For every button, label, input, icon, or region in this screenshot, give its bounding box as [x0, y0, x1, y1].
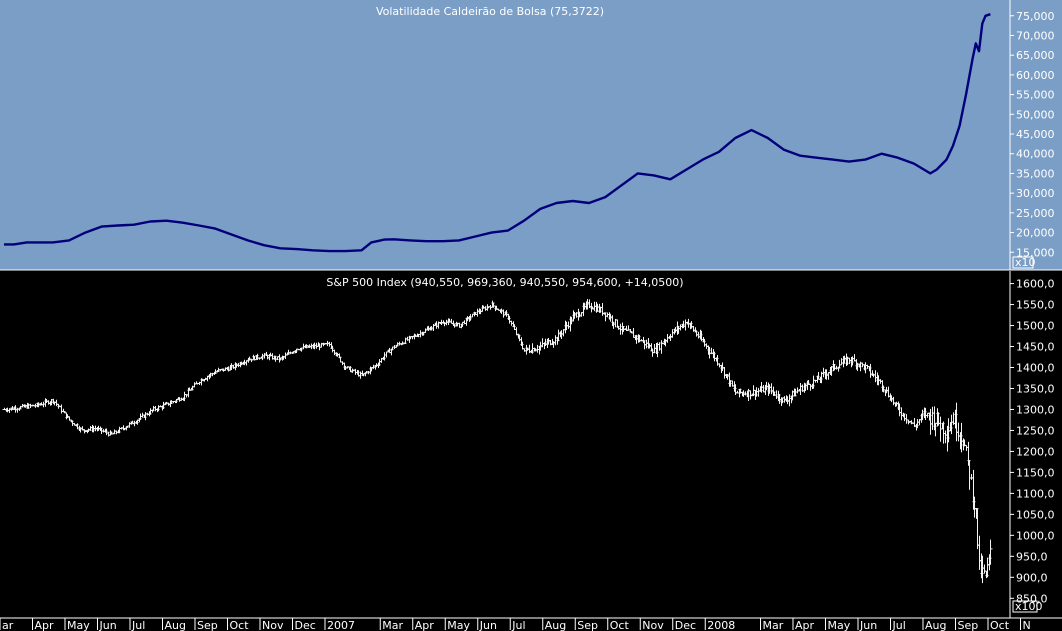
volatility-y-tick-label: 75,000: [1016, 10, 1055, 23]
volatility-y-tick-label: 50,000: [1016, 108, 1055, 121]
sp500-y-tick-label: 1250,0: [1016, 424, 1055, 437]
volatility-y-tick-label: 25,000: [1016, 207, 1055, 220]
volatility-y-tick-label: 60,000: [1016, 69, 1055, 82]
volatility-y-tick-label: 30,000: [1016, 187, 1055, 200]
x-axis-tick-label: 2007: [327, 619, 355, 631]
x-axis-tick-label: Nov: [642, 619, 664, 631]
volatility-scale-badge: x10: [1015, 256, 1036, 269]
x-axis-tick-label: Jun: [859, 619, 877, 631]
sp500-scale-badge-box: [1012, 600, 1038, 613]
sp500-y-tick-label: 1200,0: [1016, 445, 1055, 458]
sp500-y-tick-label: 1000,0: [1016, 529, 1055, 542]
volatility-panel-background: [0, 0, 1062, 270]
x-axis-tick-label: Sep: [197, 619, 218, 631]
sp500-y-tick-label: 1350,0: [1016, 382, 1055, 395]
x-axis-tick-label: Aug: [925, 619, 946, 631]
volatility-y-tick-label: 40,000: [1016, 148, 1055, 161]
x-axis-tick-label: Mar: [763, 619, 784, 631]
volatility-chart-title: Volatilidade Caldeirão de Bolsa (75,3722…: [376, 5, 604, 18]
x-axis-tick-label: Oct: [990, 619, 1010, 631]
x-axis-tick-label: Jul: [511, 619, 525, 631]
x-axis-tick-label: May: [828, 619, 851, 631]
x-axis-tick-label: Dec: [675, 619, 696, 631]
sp500-y-tick-label: 1050,0: [1016, 508, 1055, 521]
x-axis-tick-label: May: [447, 619, 470, 631]
x-axis-tick-label: Apr: [35, 619, 55, 631]
sp500-chart-title: S&P 500 Index (940,550, 969,360, 940,550…: [326, 276, 683, 289]
sp500-y-tick-label: 1300,0: [1016, 403, 1055, 416]
x-axis-tick-label: Dec: [295, 619, 316, 631]
volatility-y-axis: 15,000 20,000 25,000 30,000 35,000 40,000 45,0…: [1009, 0, 1055, 270]
x-axis-tick-label: Apr: [415, 619, 435, 631]
sp500-y-tick-label: 900,0: [1016, 571, 1048, 584]
sp500-y-tick-label: 950,0: [1016, 550, 1048, 563]
volatility-y-tick-label: 65,000: [1016, 49, 1055, 62]
sp500-y-tick-label: 1600,0: [1016, 278, 1055, 291]
sp500-y-tick-label: 1100,0: [1016, 487, 1055, 500]
sp500-y-axis: 850,0 900,0 950,0 1000,0 1050,0 1100,0 1150,0 1…: [1009, 271, 1055, 618]
volatility-y-tick-label: 70,000: [1016, 29, 1055, 42]
volatility-y-tick-label: 45,000: [1016, 128, 1055, 141]
sp500-y-tick-label: 1150,0: [1016, 466, 1055, 479]
x-axis-tick-label: May: [67, 619, 90, 631]
sp500-y-tick-label: 1450,0: [1016, 341, 1055, 354]
x-axis-tick-label: Nov: [262, 619, 284, 631]
x-axis-tick-label: Sep: [577, 619, 598, 631]
x-axis-tick-label: Apr: [795, 619, 815, 631]
x-axis-tick-label: Jun: [479, 619, 497, 631]
x-axis-tick-label: N: [1023, 619, 1031, 631]
sp500-scale-badge: x100: [1015, 600, 1043, 613]
volatility-scale-badge-box: [1012, 256, 1034, 269]
x-axis-tick-label: 2008: [707, 619, 735, 631]
sp500-y-tick-label: 1550,0: [1016, 299, 1055, 312]
volatility-line: [4, 13, 991, 253]
sp500-ohlc-bars: [2, 299, 993, 584]
x-axis-tick-label: Sep: [958, 619, 979, 631]
x-axis-tick-label: Aug: [165, 619, 186, 631]
volatility-y-tick-label: 35,000: [1016, 167, 1055, 180]
volatility-y-tick-label: 55,000: [1016, 89, 1055, 102]
x-axis-tick-label: Mar: [382, 619, 403, 631]
x-axis-tick-label: Oct: [230, 619, 250, 631]
x-axis: ar Apr May Jun Jul Aug Sep Oct Nov Dec 2007 Mar Apr M…: [0, 617, 1062, 631]
x-axis-tick-label: Jul: [131, 619, 145, 631]
sp500-y-tick-label: 850,0: [1016, 592, 1048, 605]
x-axis-tick-label: Jun: [99, 619, 117, 631]
x-axis-tick-label: ar: [2, 619, 14, 631]
volatility-y-tick-label: 20,000: [1016, 227, 1055, 240]
sp500-y-tick-label: 1400,0: [1016, 362, 1055, 375]
sp500-panel-background: [0, 271, 1062, 631]
sp500-y-tick-label: 1500,0: [1016, 320, 1055, 333]
x-axis-tick-label: Jul: [892, 619, 906, 631]
x-axis-tick-label: Oct: [610, 619, 630, 631]
volatility-y-tick-label: 15,000: [1016, 246, 1055, 259]
x-axis-tick-label: Aug: [545, 619, 566, 631]
